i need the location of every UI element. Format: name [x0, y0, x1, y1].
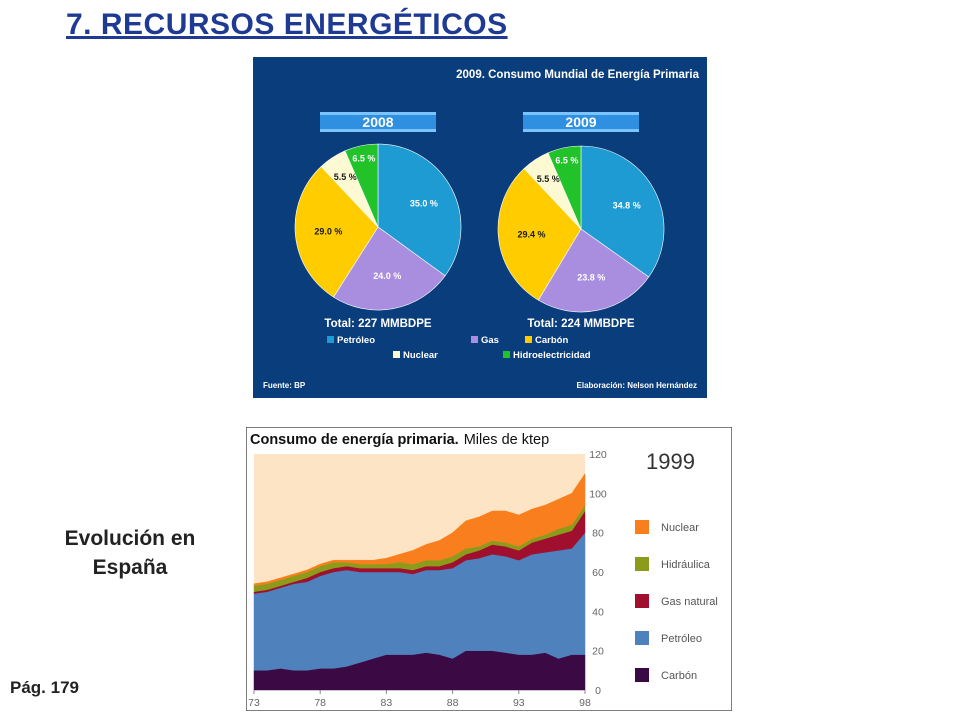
area-legend-label-gas-natural: Gas natural	[661, 596, 718, 608]
area-x-tick-label: 98	[579, 697, 591, 709]
pie-slice-label-2009-carbon: 29.4 %	[517, 229, 545, 239]
pie-slice-label-2008-hidroelectricidad: 6.5 %	[352, 154, 375, 164]
area-legend-swatch-hidraulica	[635, 557, 649, 571]
pie-slice-label-2009-hidroelectricidad: 6.5 %	[555, 156, 578, 166]
pie-slice-label-2008-gas: 24.0 %	[373, 271, 401, 281]
pie-slice-2008-carbon	[294, 166, 379, 298]
area-y-tick-label: 100	[589, 488, 607, 500]
year-banner-2008: 2008	[320, 112, 436, 132]
pie-legend-label-hidroelectricidad: Hidroelectricidad	[513, 350, 591, 361]
pie-legend-label-gas: Gas	[481, 335, 499, 346]
area-x-tick-label: 78	[314, 697, 326, 709]
pie-legend-swatch-nuclear	[393, 351, 400, 358]
pie-source-label: Fuente: BP	[263, 381, 306, 390]
pie-slice-label-2009-nuclear: 5.5 %	[537, 174, 560, 184]
spain-energy-area-panel: Consumo de energía primaria. Miles de kte…	[246, 427, 732, 711]
area-series-nuclear	[253, 472, 586, 587]
area-legend-swatch-nuclear	[635, 520, 649, 534]
pie-slice-label-2008-carbon: 29.0 %	[314, 227, 342, 237]
year-banner-bg	[320, 112, 436, 132]
pie-slice-2009-gas	[537, 228, 650, 313]
pie-slice-2008-gas	[333, 226, 446, 311]
area-x-tick-label: 88	[447, 697, 459, 709]
pie-year-label: 2008	[362, 114, 393, 130]
area-chart-subtitle: Miles de ktep	[464, 432, 549, 448]
area-year-label: 1999	[646, 449, 695, 474]
area-legend-swatch-carbon	[635, 668, 649, 682]
area-x-tick-label: 93	[513, 697, 525, 709]
area-chart-heading: Consumo de energía primaria. Miles de kte…	[250, 432, 549, 448]
pie-legend-swatch-gas	[471, 336, 478, 343]
pie-slice-label-2008-petroleo: 35.0 %	[410, 199, 438, 209]
area-y-tick-label: 80	[592, 528, 604, 540]
area-y-tick-label: 60	[592, 567, 604, 579]
area-y-tick-label: 120	[589, 449, 607, 461]
world-energy-pie-panel: 2009. Consumo Mundial de Energía Primari…	[253, 57, 707, 398]
year-banner-bottom-stripe	[523, 129, 639, 132]
pie-slice-2008-petroleo	[377, 143, 462, 277]
side-label-line1: Evolución en	[64, 527, 196, 550]
area-y-tick-label: 0	[595, 685, 601, 697]
pie-credit-label: Elaboración: Nelson Hernández	[577, 381, 697, 390]
pie-slice-2009-carbon	[497, 168, 582, 301]
pie-legend-swatch-petroleo	[327, 336, 334, 343]
pie-legend-label-nuclear: Nuclear	[403, 350, 438, 361]
area-legend-label-carbon: Carbón	[661, 670, 697, 682]
year-banner-2009: 2009	[523, 112, 639, 132]
year-banner-bg	[523, 112, 639, 132]
side-label-line2: España	[92, 556, 168, 579]
area-x-tick-label: 83	[381, 697, 393, 709]
pie-legend-swatch-hidroelectricidad	[503, 351, 510, 358]
area-legend-swatch-petroleo	[635, 631, 649, 645]
year-banner-top-stripe	[523, 112, 639, 115]
slide-title: 7. RECURSOS ENERGÉTICOS	[66, 8, 508, 41]
pie-legend-label-carbon: Carbón	[535, 335, 568, 346]
pie-slice-2009-petroleo	[580, 145, 665, 278]
area-legend-label-hidraulica: Hidráulica	[661, 559, 711, 571]
pie-total-label-2008: Total: 227 MMBDPE	[324, 318, 431, 330]
pie-slice-label-2009-petroleo: 34.8 %	[613, 200, 641, 210]
pie-legend-swatch-carbon	[525, 336, 532, 343]
pie-year-label: 2009	[565, 114, 596, 130]
page-reference: Pág. 179	[10, 678, 79, 697]
area-legend-label-petroleo: Petróleo	[661, 633, 702, 645]
side-label: Evolución en España	[30, 524, 230, 582]
area-legend-label-nuclear: Nuclear	[661, 522, 699, 534]
pie-panel-title: 2009. Consumo Mundial de Energía Primari…	[456, 69, 699, 81]
pie-slice-label-2008-nuclear: 5.5 %	[334, 172, 357, 182]
pie-legend-label-petroleo: Petróleo	[337, 335, 375, 346]
pie-slice-2009-hidroelectricidad	[547, 145, 582, 230]
pie-slice-2008-hidroelectricidad	[344, 143, 379, 228]
area-y-tick-label: 20	[592, 646, 604, 658]
year-banner-top-stripe	[320, 112, 436, 115]
area-legend-swatch-gas-natural	[635, 594, 649, 608]
year-banner-bottom-stripe	[320, 129, 436, 132]
area-y-tick-label: 40	[592, 606, 604, 618]
area-chart-title: Consumo de energía primaria.	[250, 432, 459, 448]
pie-total-label-2009: Total: 224 MMBDPE	[527, 318, 634, 330]
area-x-tick-label: 73	[248, 697, 260, 709]
pie-slice-label-2009-gas: 23.8 %	[577, 273, 605, 283]
